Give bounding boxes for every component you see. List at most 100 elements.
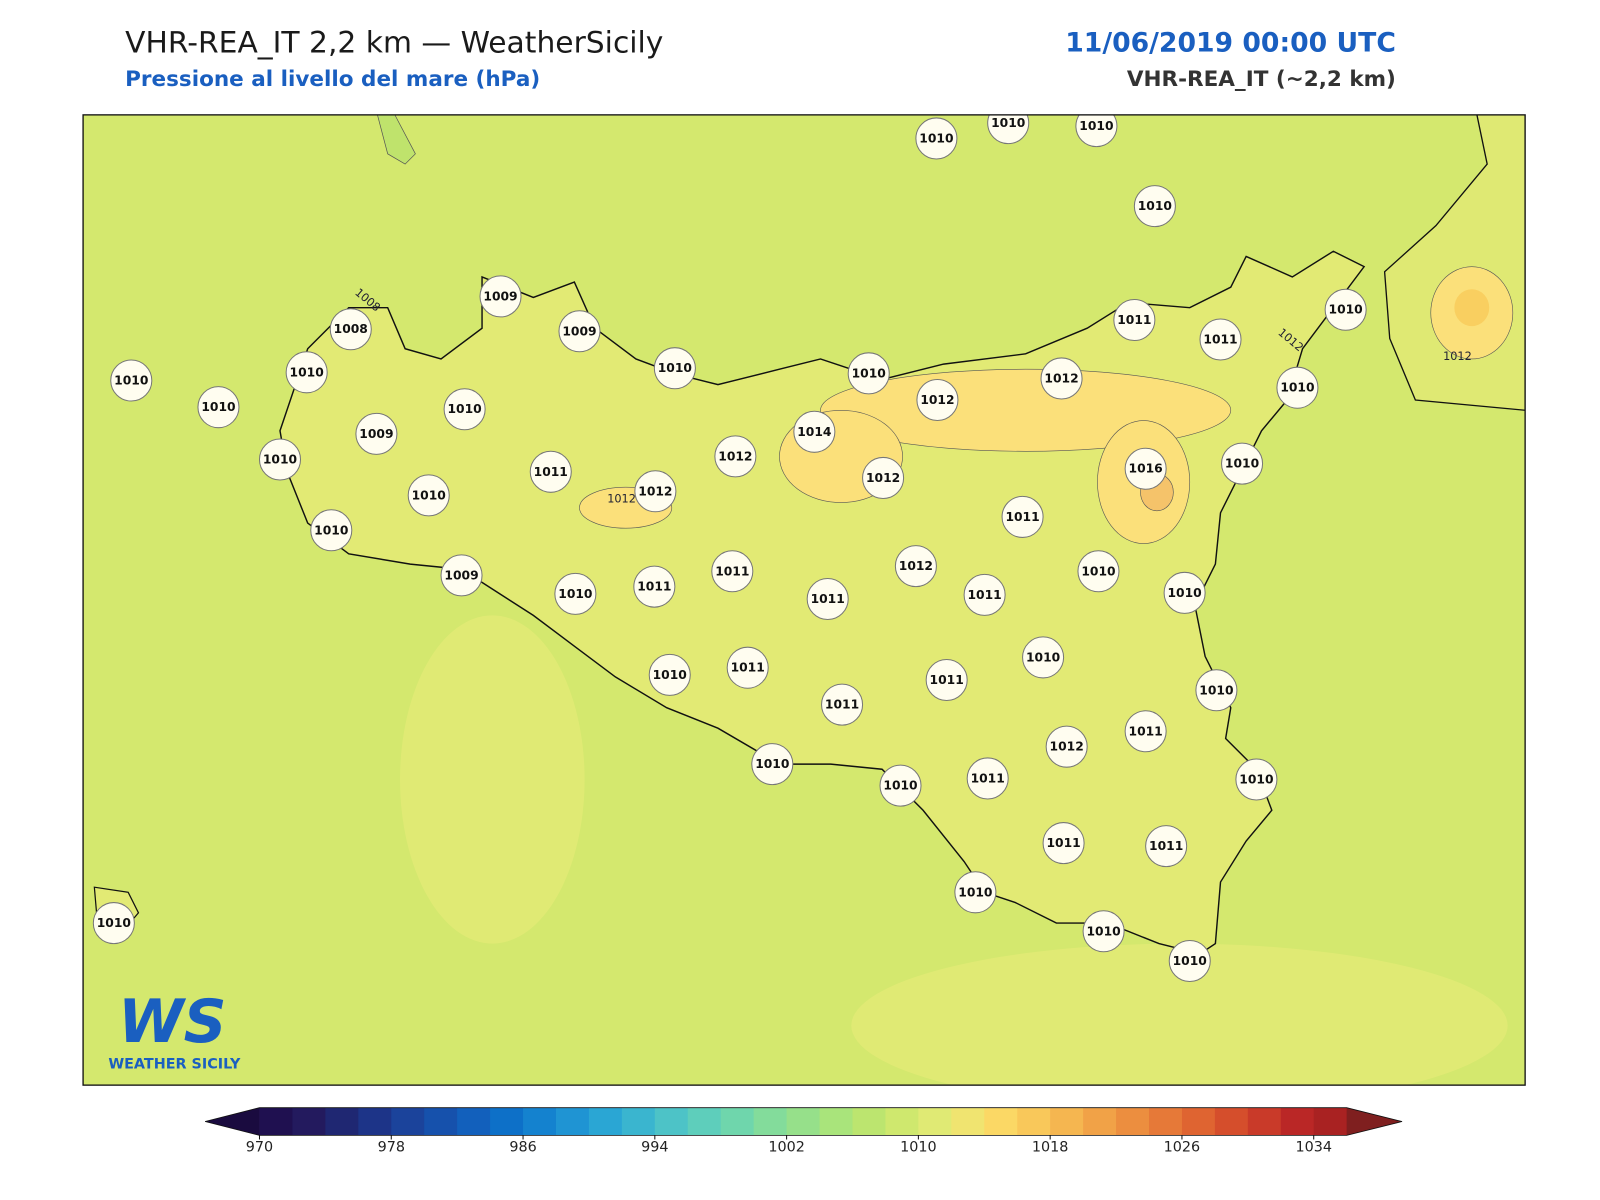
station-marker	[440, 554, 483, 597]
station: 1012	[916, 378, 959, 422]
station-value: 1010	[1079, 119, 1113, 133]
colorbar-bin	[819, 1107, 854, 1136]
station: 1010	[954, 871, 997, 914]
colorbar-tick-label: 978	[378, 1140, 405, 1156]
station: 1011	[726, 646, 769, 689]
station: 1010	[197, 386, 240, 429]
station-marker	[1324, 288, 1367, 331]
station-marker	[1042, 822, 1085, 865]
station-value: 1012	[1050, 740, 1084, 754]
station: 1010	[987, 114, 1030, 145]
station-marker	[714, 435, 757, 478]
station-marker	[916, 378, 959, 422]
station-marker	[110, 359, 153, 402]
station-value: 1010	[114, 374, 148, 388]
station-value: 1010	[201, 400, 235, 414]
station: 1010	[310, 509, 353, 552]
station-marker	[1133, 185, 1176, 228]
station-marker	[1199, 318, 1242, 361]
station-value: 1011	[1005, 510, 1039, 524]
station: 1011	[1001, 495, 1044, 538]
field-area	[377, 114, 416, 165]
station-value: 1012	[920, 393, 954, 407]
station: 1012	[634, 470, 677, 513]
station: 1011	[529, 450, 572, 493]
station-value: 1010	[447, 402, 481, 416]
station-marker	[1168, 940, 1211, 983]
station-value: 1010	[263, 452, 297, 466]
station-marker	[1001, 495, 1044, 538]
station: 1012	[894, 545, 937, 588]
colorbar-tick-label: 994	[641, 1140, 668, 1156]
colorbar-bin	[424, 1107, 458, 1136]
station: 1010	[653, 347, 696, 390]
station-value: 1011	[930, 673, 964, 687]
station-marker	[633, 565, 676, 608]
station-marker	[1040, 357, 1083, 400]
colorbar-bin	[852, 1107, 886, 1136]
colorbar-bin	[555, 1107, 590, 1136]
colorbar-bin	[1214, 1107, 1249, 1136]
station-value: 1012	[638, 484, 672, 498]
station-marker	[915, 117, 958, 160]
colorbar-tick-label: 970	[246, 1140, 273, 1156]
station: 1010	[1163, 571, 1206, 614]
colorbar-bin	[1148, 1107, 1183, 1136]
station-value: 1016	[1129, 462, 1163, 476]
station-value: 1011	[715, 564, 749, 578]
station: 1010	[1077, 550, 1120, 593]
station: 1010	[751, 743, 794, 786]
station-marker	[1276, 366, 1319, 409]
datetime: 11/06/2019 00:00 UTC	[1065, 28, 1396, 59]
colorbar-tick-label: 1010	[900, 1140, 937, 1156]
colorbar-bin	[588, 1107, 623, 1136]
colorbar-bin	[786, 1107, 821, 1136]
station: 1011	[711, 550, 754, 593]
station-value: 1009	[562, 324, 596, 338]
contour-label: 1012	[1443, 350, 1472, 363]
station-marker	[1075, 114, 1118, 148]
station: 1010	[915, 117, 958, 160]
station: 1010	[1082, 910, 1125, 953]
title: VHR-REA_IT 2,2 km — WeatherSicily	[125, 26, 663, 61]
station-value: 1010	[852, 366, 886, 380]
station: 1010	[1195, 669, 1238, 712]
station: 1010	[1075, 114, 1118, 148]
field-area	[400, 615, 585, 944]
colorbar-over	[1346, 1107, 1403, 1136]
station-value: 1009	[483, 289, 517, 303]
station-value: 1010	[1081, 564, 1115, 578]
station: 1011	[1042, 822, 1085, 865]
colorbar-bin	[918, 1107, 952, 1136]
station-marker	[258, 438, 302, 481]
colorbar-bin	[951, 1107, 985, 1136]
station: 1010	[1133, 185, 1176, 228]
station-marker	[751, 743, 794, 786]
station: 1010	[1168, 940, 1211, 983]
colorbar-tick-label: 1034	[1295, 1140, 1332, 1156]
station: 1011	[1124, 710, 1167, 753]
station: 1012	[862, 456, 905, 499]
station-marker	[634, 470, 677, 513]
colorbar-bin	[259, 1107, 293, 1136]
station-value: 1014	[797, 425, 831, 439]
station: 1010	[1276, 366, 1319, 409]
station-value: 1012	[718, 449, 752, 463]
station-value: 1010	[883, 779, 917, 793]
station-marker	[987, 114, 1030, 145]
station-value: 1012	[866, 471, 900, 485]
station-marker	[407, 474, 450, 517]
station-value: 1012	[899, 559, 933, 573]
station-value: 1010	[1280, 381, 1314, 395]
station: 1011	[633, 565, 676, 608]
station: 1010	[879, 764, 922, 807]
colorbar: 970 978 986 994 1002 1010 1018 1026 1034	[205, 1107, 1403, 1156]
station-value: 1010	[658, 361, 692, 375]
station: 1009	[355, 412, 398, 455]
station-value: 1010	[1329, 303, 1363, 317]
station-marker	[329, 308, 372, 351]
colorbar-bin	[1280, 1107, 1315, 1136]
station-marker	[1022, 636, 1065, 679]
station-value: 1009	[444, 568, 478, 582]
station-marker	[1124, 710, 1167, 753]
